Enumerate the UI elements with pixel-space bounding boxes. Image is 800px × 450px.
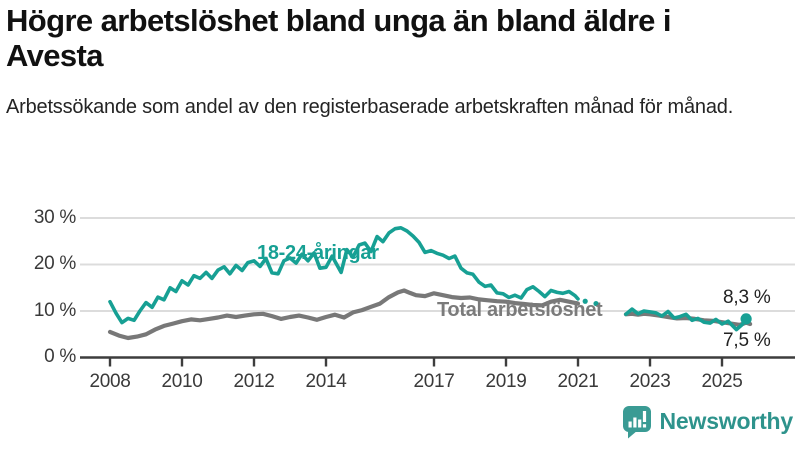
newsworthy-logo[interactable]: Newsworthy: [622, 404, 793, 439]
x-tick-label: 2019: [485, 371, 527, 392]
x-tick-label: 2012: [233, 371, 275, 392]
x-tick-label: 2017: [413, 371, 455, 392]
series-label-young: 18-24-åringar: [257, 242, 379, 264]
end-value-label-young: 8,3 %: [723, 287, 771, 308]
x-tick-label: 2008: [89, 371, 131, 392]
x-tick-label: 2010: [161, 371, 203, 392]
y-tick-label: 10 %: [33, 299, 76, 321]
series-point-young: [593, 300, 599, 307]
y-tick-label: 0 %: [44, 346, 76, 367]
series-line-young: [108, 226, 580, 325]
series-line-young: [624, 307, 748, 332]
series-line-total: [623, 311, 753, 327]
x-tick-label: 2021: [557, 371, 599, 392]
series-label-total: Total arbetslöshet: [437, 299, 603, 321]
series-end-dot-young: [740, 313, 752, 325]
bar-chart-speech-bubble-icon: [622, 406, 651, 439]
brand-name: Newsworthy: [659, 408, 794, 434]
series-line-total: [107, 288, 581, 341]
page-title: Högre arbetslöshet bland unga än bland ä…: [6, 3, 671, 73]
x-tick-label: 2023: [629, 371, 671, 392]
x-tick-label: 2025: [701, 371, 743, 392]
chart-header: Högre arbetslöshet bland unga än bland ä…: [6, 3, 776, 121]
x-tick-label: 2014: [305, 371, 347, 392]
y-tick-label: 30 %: [33, 206, 76, 228]
y-tick-label: 20 %: [33, 253, 76, 274]
series-point-young: [582, 298, 588, 304]
chart-subtitle: Arbetssökande som andel av den registerb…: [6, 96, 734, 119]
end-value-label-total: 7,5 %: [723, 330, 771, 351]
